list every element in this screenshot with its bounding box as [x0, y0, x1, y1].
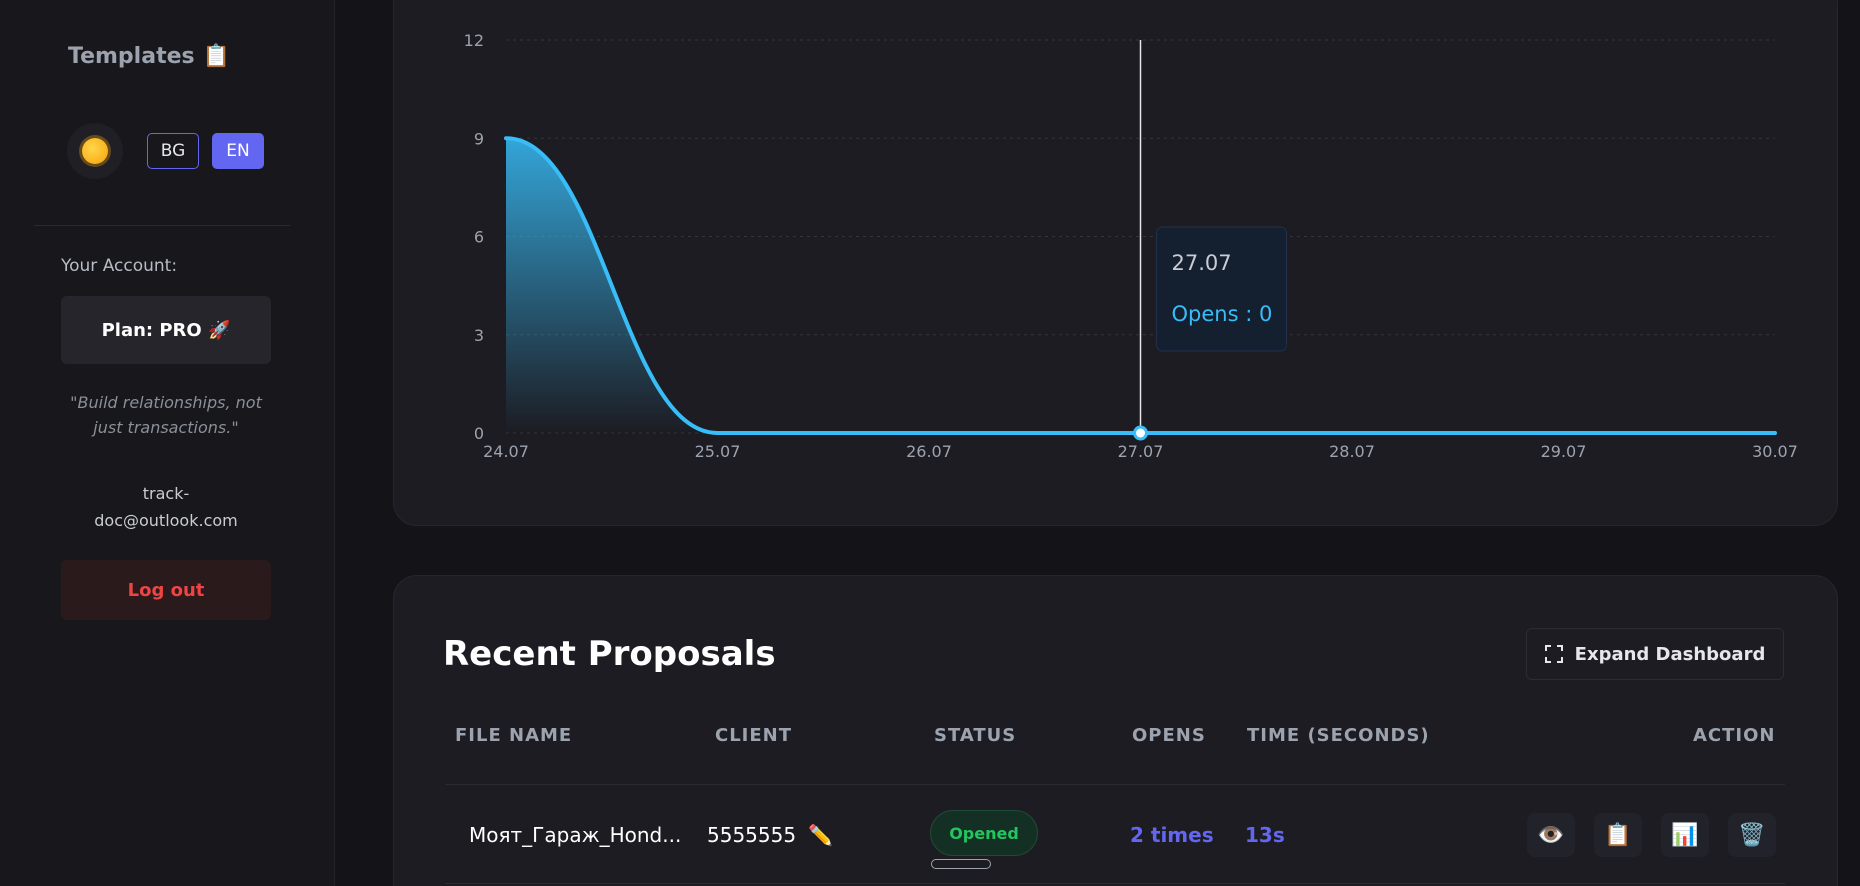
y-tick-label: 6 [474, 228, 484, 247]
tooltip-box [1156, 226, 1287, 352]
y-tick-label: 9 [474, 129, 484, 148]
opens-count: 2 times [1130, 823, 1214, 847]
client-name: 5555555 [707, 823, 797, 847]
analytics-chart-icon[interactable]: 📊 [1661, 813, 1709, 857]
recent-proposals-card: Recent Proposals Expand Dashboard FILE N… [393, 575, 1838, 886]
edit-pencil-icon[interactable]: ✏️ [808, 823, 833, 847]
language-en-button[interactable]: EN [212, 133, 264, 169]
hover-point [1133, 425, 1148, 441]
templates-label: Templates [68, 44, 195, 69]
file-name-cell[interactable]: Моят_Гараж_Hond... [469, 823, 682, 847]
y-tick-label: 12 [464, 31, 484, 50]
view-eye-icon[interactable]: 👁️ [1527, 813, 1575, 857]
sun-icon [82, 138, 108, 164]
x-tick-label: 27.07 [1118, 442, 1164, 461]
column-header-file-name[interactable]: FILE NAME [455, 725, 573, 746]
y-tick-label: 3 [474, 326, 484, 345]
column-header-client[interactable]: CLIENT [715, 725, 793, 746]
series-line [504, 136, 1777, 436]
opens-chart[interactable]: 0 3 6 9 12 24.07 25.07 26.07 27.07 28.07 29.07 30.0… [394, 0, 1839, 527]
x-tick-label: 30.07 [1752, 442, 1798, 461]
expand-dashboard-button[interactable]: Expand Dashboard [1526, 628, 1784, 680]
account-email: track- doc@outlook.com [61, 480, 271, 534]
account-email-line-1: track- [142, 484, 190, 503]
tooltip-date: 27.07 [1172, 251, 1232, 275]
sidebar-item-templates[interactable]: Templates 📋 [68, 44, 230, 69]
account-email-line-2: doc@outlook.com [94, 511, 238, 530]
column-header-opens[interactable]: OPENS [1132, 725, 1206, 746]
tooltip-value: Opens : 0 [1172, 302, 1273, 326]
status-badge: Opened [930, 810, 1038, 856]
column-header-action: ACTION [1693, 725, 1776, 746]
clipboard-icon: 📋 [202, 44, 231, 69]
sidebar-divider [34, 225, 290, 226]
series-area [506, 138, 1775, 433]
expand-icon [1544, 645, 1563, 663]
column-header-time[interactable]: TIME (SECONDS) [1247, 725, 1430, 746]
account-label: Your Account: [61, 256, 178, 276]
time-seconds: 13s [1245, 823, 1285, 847]
logout-button[interactable]: Log out [61, 560, 271, 620]
delete-trash-icon[interactable]: 🗑️ [1728, 813, 1776, 857]
x-tick-label: 26.07 [906, 442, 952, 461]
sidebar: Templates 📋 BG EN Your Account: Plan: PR… [0, 0, 335, 886]
copy-clipboard-icon[interactable]: 📋 [1594, 813, 1642, 857]
table-row[interactable]: Моят_Гараж_Hond... 5555555 ✏️ Opened 2 t… [445, 784, 1785, 884]
x-tick-label: 24.07 [483, 442, 529, 461]
expand-dashboard-label: Expand Dashboard [1574, 643, 1766, 665]
y-tick-label: 0 [474, 424, 484, 443]
theme-toggle-button[interactable] [67, 123, 123, 179]
x-tick-label: 29.07 [1541, 442, 1587, 461]
column-header-status[interactable]: STATUS [934, 725, 1017, 746]
x-tick-label: 25.07 [695, 442, 741, 461]
language-bg-button[interactable]: BG [147, 133, 199, 169]
x-tick-label: 28.07 [1329, 442, 1375, 461]
plan-badge[interactable]: Plan: PRO 🚀 [61, 296, 271, 364]
status-history-toggle[interactable] [931, 859, 991, 869]
opens-chart-card: 0 3 6 9 12 24.07 25.07 26.07 27.07 28.07 29.07 30.0… [393, 0, 1838, 526]
recent-proposals-title: Recent Proposals [443, 634, 776, 674]
client-cell: 5555555 ✏️ [707, 785, 833, 885]
sidebar-quote: "Build relationships, not just transacti… [70, 393, 262, 437]
